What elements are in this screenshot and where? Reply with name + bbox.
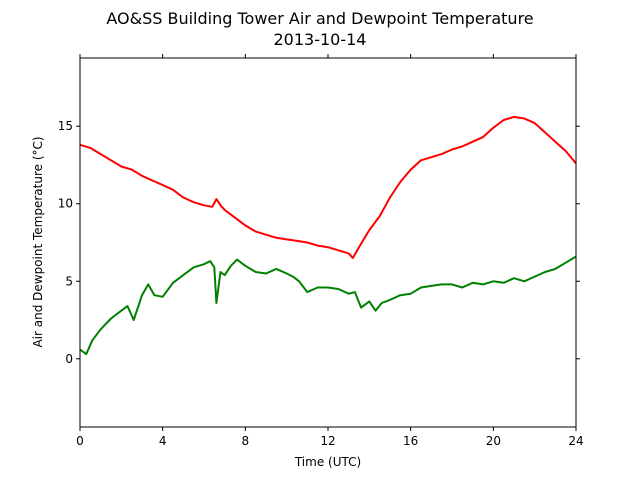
x-axis-label: Time (UTC) [294, 455, 361, 469]
x-tick-label: 0 [76, 434, 84, 448]
x-tick-label: 12 [320, 434, 335, 448]
plot-area [79, 115, 577, 356]
series-line-1 [79, 115, 577, 259]
plot-frame [79, 57, 577, 428]
x-axis: 0 4 8 12 16 20 24 [76, 54, 584, 448]
x-tick-label: 20 [486, 434, 501, 448]
chart-title: AO&SS Building Tower Air and Dewpoint Te… [106, 9, 533, 28]
y-tick-label: 5 [65, 274, 73, 288]
x-tick-label: 24 [568, 434, 583, 448]
y-axis: 0 5 10 15 [58, 119, 580, 366]
y-tick-label: 0 [65, 352, 73, 366]
x-tick-label: 8 [242, 434, 250, 448]
y-tick-label: 10 [58, 197, 73, 211]
y-axis-label: Air and Dewpoint Temperature (°C) [31, 136, 45, 347]
x-tick-label: 16 [403, 434, 418, 448]
series-line-2 [79, 255, 577, 356]
x-tick-label: 4 [159, 434, 167, 448]
y-tick-label: 15 [58, 119, 73, 133]
chart-subtitle: 2013-10-14 [274, 30, 367, 49]
